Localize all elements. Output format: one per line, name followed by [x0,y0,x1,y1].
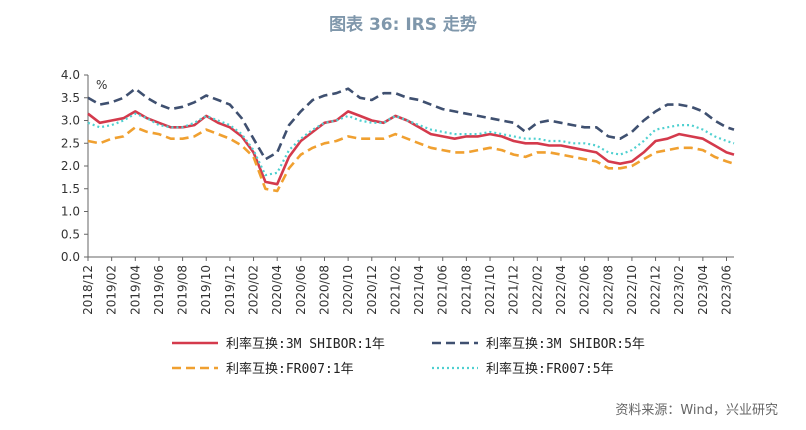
x-axis: 2018/12 2019/02 2019/04 2019/06 2019/08 2019/… [81,256,734,315]
y-tick-label: 3.5 [61,91,80,105]
y-tick-label: 1.5 [61,182,80,196]
series-line-2 [87,87,735,161]
x-tick-label: 2022/04 [554,265,568,315]
x-tick-label: 2020/04 [270,265,284,315]
y-tick-label: 2.5 [61,136,80,150]
legend-label-4: 利率互换:FR007:5年 [486,361,614,377]
plot-lines [87,87,735,193]
x-tick-label: 2018/12 [81,265,95,315]
x-tick-label: 2022/02 [530,265,544,315]
source-note: 资料来源：Wind，兴业研究 [615,403,778,418]
x-tick-label: 2020/08 [317,265,331,315]
chart-title: 图表 36: IRS 走势 [329,15,477,35]
legend-label-3: 利率互换:FR007:1年 [226,361,354,377]
x-tick-label: 2022/10 [625,265,639,315]
x-tick-label: 2020/12 [365,265,379,315]
x-tick-label: 2022/08 [601,265,615,315]
x-tick-label: 2020/06 [294,265,308,315]
x-tick-label: 2019/06 [152,265,166,315]
x-tick-label: 2021/02 [388,265,402,315]
x-tick-label: 2023/04 [696,265,710,315]
x-tick-label: 2019/10 [199,265,213,315]
x-tick-label: 2022/12 [649,265,663,315]
x-tick-label: 2023/02 [672,265,686,315]
y-tick-label: 2.0 [61,159,80,173]
x-tick-label: 2020/02 [247,265,261,315]
x-tick-label: 2022/06 [578,265,592,315]
y-unit-label: % [96,78,107,92]
series-line-1 [87,110,735,186]
series-line-4 [87,112,735,177]
x-tick-label: 2021/08 [459,265,473,315]
x-tick-label: 2021/12 [507,265,521,315]
y-tick-label: 1.0 [61,205,80,219]
x-tick-label: 2019/02 [105,265,119,315]
x-tick-label: 2019/04 [128,265,142,315]
legend-label-1: 利率互换:3M SHIBOR:1年 [226,336,385,352]
legend-label-2: 利率互换:3M SHIBOR:5年 [486,336,645,352]
x-tick-label: 2021/04 [412,265,426,315]
x-tick-label: 2019/08 [176,265,190,315]
x-tick-label: 2019/12 [223,265,237,315]
y-tick-label: 3.0 [61,114,80,128]
x-tick-label: 2021/10 [483,265,497,315]
y-tick-label: 0.5 [61,227,80,241]
y-axis: 0.0 0.5 1.0 1.5 2.0 2.5 3.0 3.5 4.0 [61,68,89,264]
y-tick-label: 0.0 [61,250,80,264]
x-tick-label: 2023/06 [720,265,734,315]
y-tick-label: 4.0 [61,68,80,82]
legend: 利率互换:3M SHIBOR:1年 利率互换:3M SHIBOR:5年利率互换:F… [172,336,645,377]
series-line-3 [87,126,735,193]
x-tick-label: 2021/06 [436,265,450,315]
x-tick-label: 2020/10 [341,265,355,315]
